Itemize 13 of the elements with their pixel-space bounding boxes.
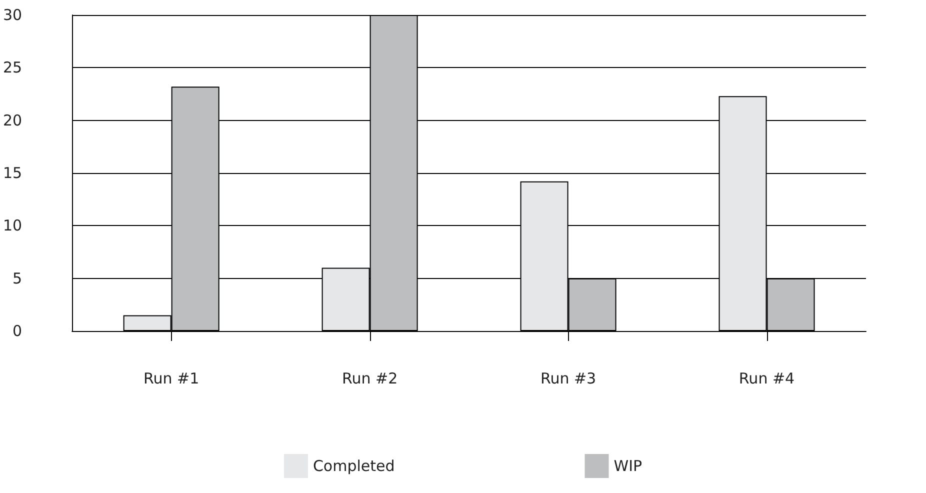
y-tick-label: 20 — [2, 111, 22, 130]
x-tick-label: Run #2 — [342, 370, 398, 388]
x-tick-label: Run #1 — [144, 370, 200, 388]
x-tick-label: Run #3 — [540, 370, 596, 388]
y-tick-label: 15 — [2, 164, 22, 182]
y-tick-label: 5 — [12, 269, 22, 288]
y-tick-label: 25 — [2, 58, 22, 77]
legend-label: Completed — [312, 457, 395, 475]
x-tick-label: Run #4 — [738, 370, 795, 388]
y-tick-label: 10 — [2, 216, 22, 235]
y-tick-label: 0 — [12, 322, 22, 340]
legend-label: WIP — [614, 457, 642, 475]
y-tick-label: 30 — [2, 6, 22, 24]
